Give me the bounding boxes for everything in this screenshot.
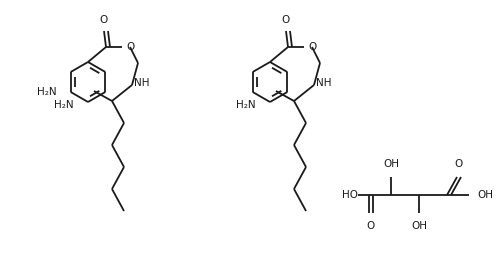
Text: O: O — [455, 159, 463, 169]
Text: OH: OH — [383, 159, 399, 169]
Text: HO: HO — [342, 190, 358, 200]
Text: H₂N: H₂N — [37, 87, 57, 97]
Text: O: O — [100, 15, 108, 25]
Text: O: O — [282, 15, 290, 25]
Text: OH: OH — [411, 221, 427, 231]
Text: H₂N: H₂N — [55, 100, 74, 110]
Text: OH: OH — [477, 190, 493, 200]
Text: NH: NH — [316, 78, 332, 88]
Text: O: O — [308, 42, 316, 52]
Text: O: O — [367, 221, 375, 231]
Text: NH: NH — [134, 78, 150, 88]
Text: H₂N: H₂N — [236, 100, 256, 110]
Text: O: O — [126, 42, 134, 52]
